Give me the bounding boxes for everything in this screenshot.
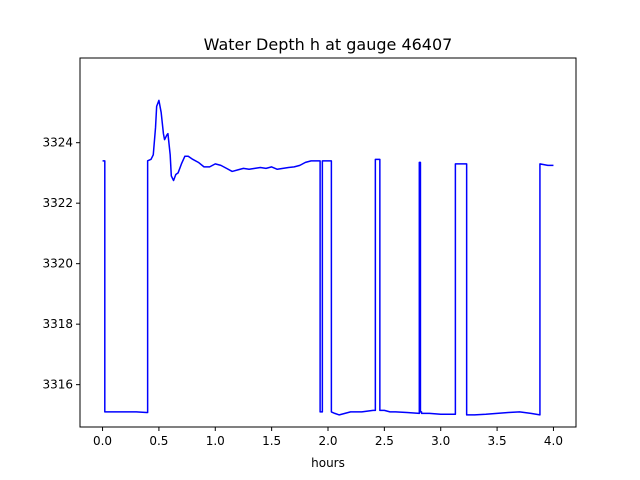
plot-area: 0.0 0.5 1.0 1.5 2.0 2.5 3.0 3.5 4.0 3316 3318 3320… xyxy=(42,57,577,448)
x-tick-label: 3.5 xyxy=(488,434,507,448)
x-tick-label: 1.0 xyxy=(206,434,225,448)
y-tick-label: 3318 xyxy=(42,317,73,331)
x-axis-label: hours xyxy=(311,456,345,470)
y-tick-label: 3322 xyxy=(42,196,73,210)
plot-frame xyxy=(79,57,577,428)
x-tick-label: 3.0 xyxy=(431,434,450,448)
x-tick-label: 2.0 xyxy=(318,434,337,448)
y-tick-label: 3320 xyxy=(42,257,73,271)
x-tick-label: 0.5 xyxy=(149,434,168,448)
x-tick-label: 1.5 xyxy=(262,434,281,448)
series-line xyxy=(102,99,554,416)
chart-title: Water Depth h at gauge 46407 xyxy=(204,35,453,54)
y-axis-ticks: 3316 3318 3320 3322 3324 xyxy=(42,136,80,392)
y-tick-label: 3316 xyxy=(42,378,73,392)
y-tick-label: 3324 xyxy=(42,136,73,150)
x-tick-label: 2.5 xyxy=(375,434,394,448)
x-tick-label: 4.0 xyxy=(544,434,563,448)
x-tick-label: 0.0 xyxy=(93,434,112,448)
x-axis-ticks: 0.0 0.5 1.0 1.5 2.0 2.5 3.0 3.5 4.0 xyxy=(93,427,563,448)
series-layer xyxy=(102,99,554,416)
